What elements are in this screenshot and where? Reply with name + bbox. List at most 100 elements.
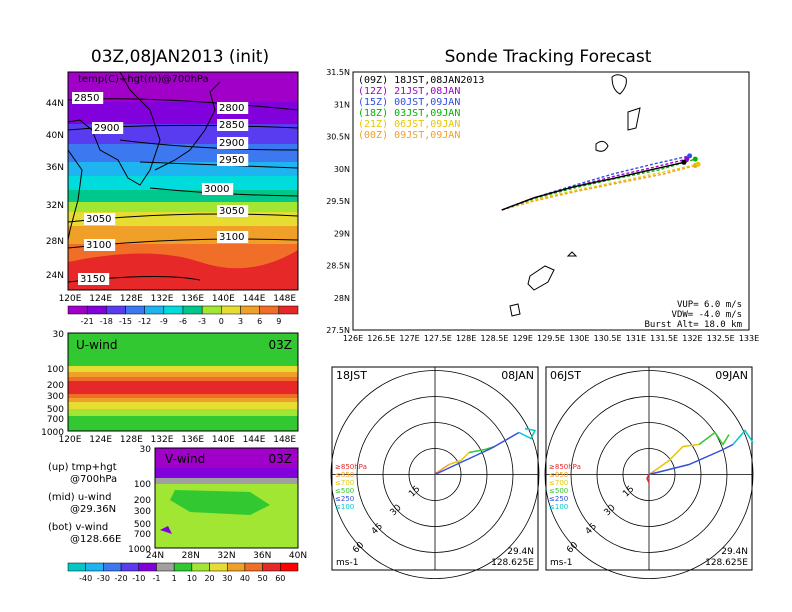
hodograph-lat: 29.4N [507, 547, 534, 557]
lon-tick-label: 132E [151, 435, 174, 445]
colorbar-swatch [173, 562, 193, 572]
colorbar-swatch [191, 562, 210, 572]
contour-label: 3050 [219, 206, 244, 217]
hodograph-trace [648, 443, 734, 476]
y-tick-label: 30N [334, 165, 350, 174]
hodograph-lon: 128.625E [705, 558, 748, 568]
colorbar-label: -21 [81, 317, 94, 326]
track-endpoint [695, 161, 701, 167]
uwind-panel: U-wind 03Z [67, 332, 299, 432]
colorbar-label: 6 [257, 317, 262, 326]
pressure-tick-label: 300 [47, 392, 64, 402]
x-tick-label: 130.5E [594, 334, 622, 343]
hodograph-time: 18JST [336, 369, 367, 382]
hodograph-trace [434, 431, 520, 476]
lon-tick-label: 124E [89, 294, 112, 304]
colorbar-swatch [280, 562, 299, 572]
pressure-tick-label: 700 [47, 415, 64, 425]
colorbar-label: -40 [79, 574, 92, 583]
temp-colorbar: -21 -18 -15 -12 -9 -6 -3 0 3 6 9 [67, 305, 299, 326]
track-legend-entry: (12Z) 21JST,08JAN [358, 86, 460, 97]
colorbar-label: -1 [152, 574, 160, 583]
colorbar-swatch [103, 562, 122, 572]
level-legend: ≤100 [335, 503, 354, 511]
track-line [501, 158, 687, 211]
colorbar-swatch [221, 305, 241, 315]
track-endpoint [687, 153, 693, 159]
colorbar-label: 60 [275, 574, 285, 583]
level-legend: ≤700 [549, 479, 568, 487]
colorbar-label: -9 [160, 317, 168, 326]
track-legend-entry: (00Z) 09JST,09JAN [358, 130, 460, 141]
contour-label: 3150 [80, 274, 105, 285]
lat-tick-label: 28N [46, 237, 64, 247]
colorbar-label: 40 [240, 574, 250, 583]
contour-label: 3000 [204, 184, 229, 195]
track-param: Burst Alt= 18.0 km [644, 320, 742, 330]
x-tick-label: 129E [513, 334, 533, 343]
colorbar-label: -30 [97, 574, 110, 583]
x-tick-label: 129.5E [537, 334, 565, 343]
hodograph-trace [646, 474, 650, 483]
pressure-tick-label: 1000 [128, 545, 151, 555]
x-tick-label: 127E [399, 334, 419, 343]
contour-label: 2850 [219, 120, 244, 131]
colorbar-label: 9 [276, 317, 281, 326]
lon-tick-label: 136E [181, 294, 204, 304]
track-param: VDW= -4.0 m/s [672, 310, 742, 320]
track-endpoint [692, 156, 698, 162]
level-legend: ≥850hPa [335, 463, 367, 471]
uwind-label: U-wind [76, 338, 117, 352]
y-tick-label: 28N [334, 294, 350, 303]
lon-tick-label: 120E [59, 294, 82, 304]
pressure-tick-label: 30 [140, 445, 152, 455]
x-tick-label: 133E [739, 334, 759, 343]
uwind-time: 03Z [269, 338, 293, 352]
level-legend: ≥850hPa [549, 463, 581, 471]
x-tick-label: 126.5E [367, 334, 395, 343]
colorbar-label: 20 [204, 574, 214, 583]
lat-tick-label: 32N [46, 201, 64, 211]
colorbar-swatch [156, 562, 175, 572]
hodograph-trace [698, 431, 730, 446]
hodograph-lat: 29.4N [721, 547, 748, 557]
contour-label-bg [217, 119, 249, 131]
x-tick-label: 132.5E [707, 334, 735, 343]
contour-label-bg [78, 273, 110, 285]
lat-tick-label: 36N [46, 163, 64, 173]
colorbar-label: -18 [100, 317, 113, 326]
vwind-time: 03Z [269, 452, 293, 466]
colorbar-label: 30 [222, 574, 232, 583]
wind-colorbar: -40 -30 -20 -10 -1 1 10 20 30 40 50 60 [67, 562, 299, 583]
contour-label-bg [217, 231, 249, 243]
lat-tick-label: 40N [46, 131, 64, 141]
lon-tick-label: 132E [151, 294, 174, 304]
note-subtitle: @700hPa [70, 474, 117, 485]
level-legend: ≤850 [549, 471, 568, 479]
hodograph-trace [448, 451, 470, 466]
map-lon-ticks: 120E 124E 128E 132E 136E 140E 144E 148E [59, 294, 297, 304]
colorbar-label: -15 [119, 317, 132, 326]
level-legend: ≤500 [335, 487, 354, 495]
colorbar-label: -12 [138, 317, 151, 326]
lon-tick-label: 124E [89, 435, 112, 445]
x-tick-label: 131.5E [650, 334, 678, 343]
hodograph-time: 06JST [550, 369, 581, 382]
track-line [501, 164, 696, 211]
track-line [501, 158, 696, 211]
note-title: (up) tmp+hgt [48, 462, 117, 473]
hodograph-lon: 128.625E [491, 558, 534, 568]
pressure-tick-label: 700 [134, 530, 151, 540]
pressure-tick-label: 500 [134, 520, 151, 530]
y-tick-label: 30.5N [326, 133, 350, 142]
hodograph-trace [436, 463, 450, 474]
lat-tick-label: 36N [253, 551, 271, 561]
y-tick-label: 29.5N [326, 197, 350, 206]
y-tick-label: 28.5N [326, 262, 350, 271]
track-legend-entry: (09Z) 18JST,08JAN2013 [358, 75, 484, 86]
y-tick-label: 29N [334, 229, 350, 238]
right-title: Sonde Tracking Forecast [445, 47, 652, 67]
colorbar-swatch [144, 305, 165, 315]
